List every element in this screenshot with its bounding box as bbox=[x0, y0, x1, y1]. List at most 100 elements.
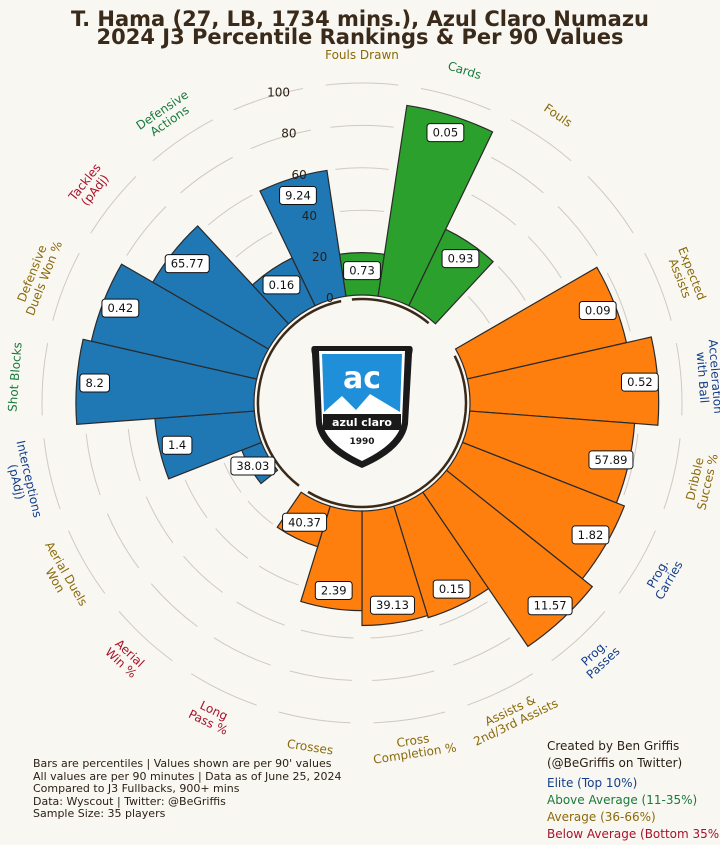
svg-text:0.73: 0.73 bbox=[349, 264, 375, 278]
gridline-arc bbox=[43, 438, 61, 510]
category-label: Aerial DuelsWon bbox=[31, 539, 90, 615]
gridline-arc bbox=[233, 87, 304, 111]
category-label: DefensiveActions bbox=[134, 87, 199, 143]
bar-17 bbox=[90, 263, 270, 380]
tick-label: 60 bbox=[291, 168, 306, 182]
svg-text:0.09: 0.09 bbox=[585, 303, 611, 317]
gridline-arc bbox=[150, 583, 198, 628]
svg-text:0.52: 0.52 bbox=[627, 375, 653, 389]
value-labels: 0.73 0.05 0.93 0.09 0.52 57.89 1.82 11.57 0.15 39… bbox=[79, 123, 659, 616]
bar-5 bbox=[466, 336, 660, 426]
chart-title-line2: 2024 J3 Percentile Rankings & Per 90 Val… bbox=[96, 25, 624, 49]
category-label: LongPass % bbox=[186, 695, 235, 737]
legend-average: Average (36-66%) bbox=[547, 810, 656, 824]
credit-line: (@BeGriffis on Twitter) bbox=[547, 756, 683, 770]
credit-legend: Created by Ben Griffis (@BeGriffis on Tw… bbox=[547, 738, 720, 843]
svg-text:11.57: 11.57 bbox=[534, 599, 567, 613]
gridline-arc bbox=[250, 129, 311, 150]
gridline-arc bbox=[52, 252, 80, 321]
gridline-arc bbox=[236, 601, 285, 626]
category-label: Cards bbox=[446, 59, 483, 82]
gridline-arc bbox=[152, 119, 214, 162]
value-label: 0.15 bbox=[432, 579, 471, 599]
gridline-arc bbox=[587, 176, 634, 234]
value-label: 0.93 bbox=[441, 249, 480, 269]
gridline-arc bbox=[127, 428, 141, 482]
gridline-arc bbox=[551, 611, 606, 662]
gridline-arc bbox=[191, 673, 257, 706]
gridline-arc bbox=[223, 462, 242, 493]
tick-label: 40 bbox=[302, 209, 317, 223]
category-label: Tackles(pAdj) bbox=[65, 161, 114, 212]
gridline-arc bbox=[106, 513, 140, 569]
category-label: CrossCompletion % bbox=[370, 728, 457, 767]
gridline-arc bbox=[235, 231, 273, 258]
value-label: 9.24 bbox=[279, 185, 317, 205]
footer-line: Sample Size: 35 players bbox=[33, 807, 166, 821]
svg-text:0.42: 0.42 bbox=[108, 301, 134, 315]
legend-below-average: Below Average (Bottom 35%) bbox=[547, 827, 720, 841]
gridline-arc bbox=[258, 565, 299, 586]
gridline-arc bbox=[289, 670, 353, 681]
bar-1 bbox=[377, 104, 494, 307]
value-label: 57.89 bbox=[588, 450, 634, 470]
gridline-arc bbox=[207, 194, 253, 226]
value-label: 1.82 bbox=[571, 525, 610, 545]
gridline-arc bbox=[247, 500, 274, 525]
gridline-arc bbox=[335, 167, 389, 170]
gridline-arc bbox=[491, 156, 544, 194]
gridline-arc bbox=[330, 124, 394, 128]
category-label: Prog.Carries bbox=[641, 552, 686, 602]
group-arc bbox=[256, 299, 342, 487]
gridline-arc bbox=[215, 528, 249, 559]
gridline-arc bbox=[606, 272, 631, 332]
svg-text:38.03: 38.03 bbox=[236, 459, 269, 473]
gridline-arc bbox=[453, 637, 511, 666]
gridline-arc bbox=[467, 296, 490, 324]
credit-line: Created by Ben Griffis bbox=[547, 739, 680, 753]
gridline-arc bbox=[467, 673, 533, 706]
gridline-arc bbox=[618, 530, 656, 594]
svg-text:0.16: 0.16 bbox=[269, 278, 295, 292]
svg-text:0.15: 0.15 bbox=[439, 582, 465, 596]
category-label: DribbleSucces % bbox=[682, 450, 720, 512]
svg-text:2.39: 2.39 bbox=[321, 584, 347, 598]
svg-text:1.82: 1.82 bbox=[578, 528, 604, 542]
gridline-arc bbox=[340, 209, 384, 212]
gridline-arc bbox=[118, 611, 173, 662]
gridline-arc bbox=[663, 438, 681, 510]
gridline-arc bbox=[183, 555, 223, 593]
logo-year: 1990 bbox=[349, 437, 374, 447]
gridline-arc bbox=[184, 479, 208, 519]
value-label: 0.73 bbox=[343, 261, 381, 281]
chart-title-line1: T. Hama (27, LB, 1734 mins.), Azul Claro… bbox=[70, 7, 650, 31]
svg-text:1.4: 1.4 bbox=[168, 438, 186, 452]
gridline-arc bbox=[278, 711, 351, 724]
value-label: 1.4 bbox=[161, 435, 193, 455]
tick-label: 80 bbox=[281, 127, 296, 141]
bar-10 bbox=[361, 505, 429, 627]
value-label: 0.16 bbox=[262, 275, 301, 295]
gridline-arc bbox=[300, 629, 354, 639]
footer-line: All values are per 90 minutes | Data as … bbox=[33, 769, 342, 783]
svg-text:8.2: 8.2 bbox=[86, 376, 104, 390]
bar-16 bbox=[75, 338, 258, 426]
value-label: 65.77 bbox=[164, 254, 210, 274]
category-label: Fouls bbox=[541, 101, 575, 130]
gridline-arc bbox=[370, 629, 424, 639]
gridline-arc bbox=[497, 266, 526, 301]
svg-text:40.37: 40.37 bbox=[288, 515, 321, 529]
gridline-arc bbox=[675, 342, 683, 416]
value-label: 39.13 bbox=[369, 595, 415, 615]
category-label: AerialWin % bbox=[102, 635, 148, 680]
footer-line: Compared to J3 Fullbacks, 900+ mins bbox=[33, 782, 240, 796]
svg-text:65.77: 65.77 bbox=[171, 257, 204, 271]
value-label: 38.03 bbox=[230, 456, 276, 476]
value-label: 0.05 bbox=[426, 123, 465, 143]
logo-mark: ac bbox=[343, 361, 381, 396]
svg-text:57.89: 57.89 bbox=[594, 453, 627, 467]
svg-text:39.13: 39.13 bbox=[376, 598, 409, 612]
svg-text:9.24: 9.24 bbox=[285, 188, 311, 202]
category-label: ExpectedAssists bbox=[663, 245, 709, 307]
